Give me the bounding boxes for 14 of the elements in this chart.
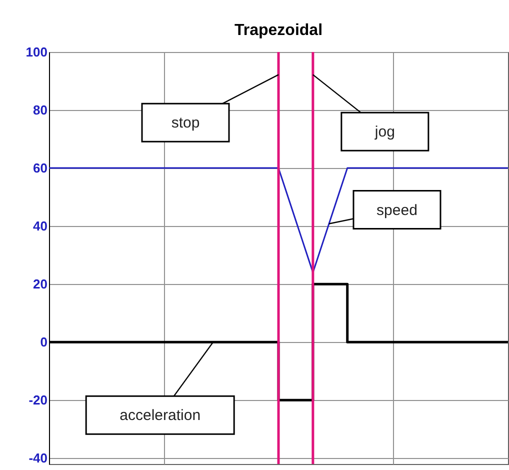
annotation: stop (171, 114, 200, 132)
y-tick-label: 20 (33, 276, 48, 292)
text: speed (376, 202, 418, 219)
line-series (49, 167, 508, 274)
y-tick-label: 100 (26, 44, 48, 60)
text: acceleration (120, 407, 201, 424)
y-tick-label: -40 (28, 450, 48, 466)
chart-title: Trapezoidal (234, 22, 323, 39)
y-tick-label: 0 (40, 334, 48, 350)
y-tick-label: -20 (28, 392, 48, 408)
y-tick-label: 80 (33, 102, 48, 118)
y-tick-label: 40 (33, 218, 48, 234)
annotation: jog (374, 124, 395, 141)
y-tick-label: 60 (33, 160, 48, 176)
